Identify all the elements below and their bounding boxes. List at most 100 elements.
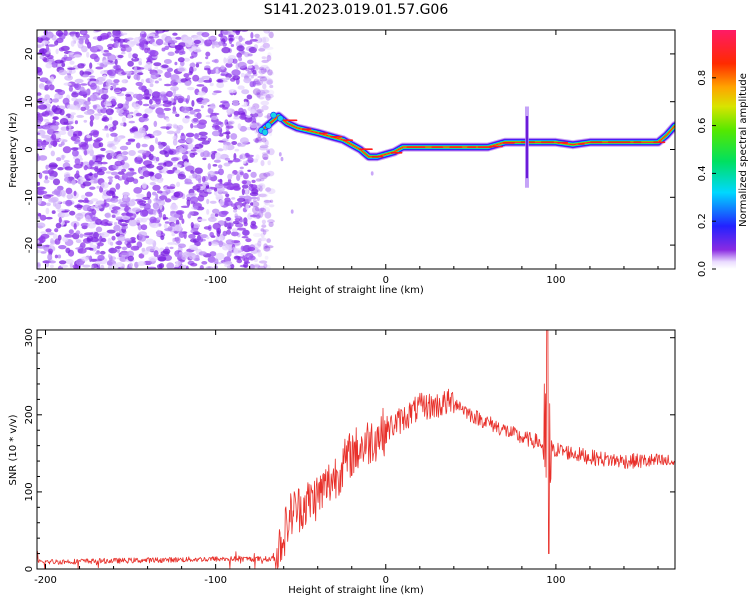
noise-speck [120, 122, 124, 127]
noise-speck [155, 38, 164, 46]
noise-speck [43, 179, 50, 184]
noise-speck [105, 103, 113, 107]
noise-speck [163, 59, 172, 64]
noise-speck [79, 70, 84, 76]
noise-speck [221, 46, 231, 54]
noise-speck [120, 223, 128, 227]
noise-speck [64, 234, 74, 238]
x-tick-label: -100 [204, 575, 227, 586]
noise-speck [156, 190, 163, 194]
noise-speck [97, 254, 105, 261]
noise-speck [37, 240, 40, 244]
noise-speck [46, 202, 51, 207]
noise-speck [63, 30, 68, 36]
noise-speck [243, 77, 252, 84]
noise-speck [202, 150, 210, 158]
noise-speck [187, 143, 194, 150]
noise-speck [266, 188, 276, 195]
noise-speck [213, 188, 218, 192]
noise-speck [54, 40, 59, 46]
noise-speck [91, 264, 95, 269]
noise-speck [239, 171, 244, 176]
noise-speck [180, 205, 190, 208]
noise-speck [163, 223, 168, 229]
noise-speck [40, 251, 47, 254]
noise-speck [196, 84, 205, 87]
noise-speck [261, 143, 268, 149]
noise-speck [91, 198, 99, 202]
noise-speck [212, 67, 216, 74]
noise-speck [56, 157, 62, 162]
noise-speck [138, 253, 145, 259]
snr-panel: -200 -100 0 100 0 100 200 300 Height of straigh… [8, 328, 676, 596]
noise-speck [247, 70, 253, 75]
noise-speck [175, 113, 180, 118]
noise-speck [111, 145, 117, 150]
noise-speck [97, 35, 103, 42]
noise-speck [172, 32, 178, 36]
noise-speck [37, 43, 43, 48]
noise-speck [110, 198, 119, 203]
noise-speck [241, 180, 247, 185]
noise-speck [169, 43, 175, 47]
noise-speck [52, 233, 58, 240]
noise-speck [121, 116, 126, 123]
noise-speck [37, 244, 46, 249]
noise-speck [239, 166, 244, 170]
noise-speck [232, 158, 241, 163]
noise-speck [262, 37, 267, 44]
noise-speck [259, 145, 269, 149]
noise-speck [61, 154, 65, 160]
noise-speck [48, 248, 53, 254]
noise-speck [133, 74, 139, 80]
noise-speck [133, 37, 142, 44]
noise-speck [264, 255, 269, 260]
noise-speck [126, 37, 134, 41]
noise-speck [54, 254, 59, 259]
noise-speck [260, 228, 265, 232]
noise-speck [109, 116, 113, 121]
noise-speck [263, 88, 269, 93]
noise-speck [91, 209, 97, 215]
x-tick-label: 100 [546, 575, 565, 586]
noise-speck [139, 176, 145, 179]
noise-speck [37, 213, 42, 217]
noise-speck [196, 122, 206, 129]
noise-speck [72, 133, 77, 137]
noise-speck [107, 69, 117, 77]
noise-speck [261, 105, 269, 111]
noise-speck [87, 173, 94, 176]
noise-speck [214, 152, 221, 160]
noise-speck [233, 206, 238, 210]
noise-speck [58, 69, 68, 76]
noise-speck [149, 182, 156, 186]
noise-speck [149, 98, 153, 105]
noise-speck [47, 176, 56, 180]
noise-speck [249, 264, 255, 269]
noise-speck [44, 175, 49, 180]
noise-speck [222, 230, 228, 237]
noise-speck [263, 245, 271, 252]
noise-speck [149, 83, 154, 88]
noise-speck [95, 200, 105, 205]
noise-speck [105, 171, 112, 174]
noise-speck [255, 178, 262, 182]
noise-speck [142, 182, 147, 189]
noise-speck [64, 259, 74, 264]
colorbar-scale [712, 30, 736, 269]
noise-speck [79, 158, 83, 161]
noise-speck [102, 116, 110, 122]
noise-speck [61, 213, 70, 217]
noise-speck [131, 239, 136, 243]
noise-speck [65, 247, 71, 254]
noise-speck [157, 30, 163, 34]
noise-speck [258, 183, 266, 190]
noise-speck [101, 219, 110, 227]
noise-speck [262, 223, 266, 226]
noise-speck [89, 119, 94, 127]
noise-speck [253, 264, 261, 268]
noise-speck [223, 181, 233, 189]
noise-speck [214, 125, 220, 130]
noise-speck [37, 92, 42, 96]
